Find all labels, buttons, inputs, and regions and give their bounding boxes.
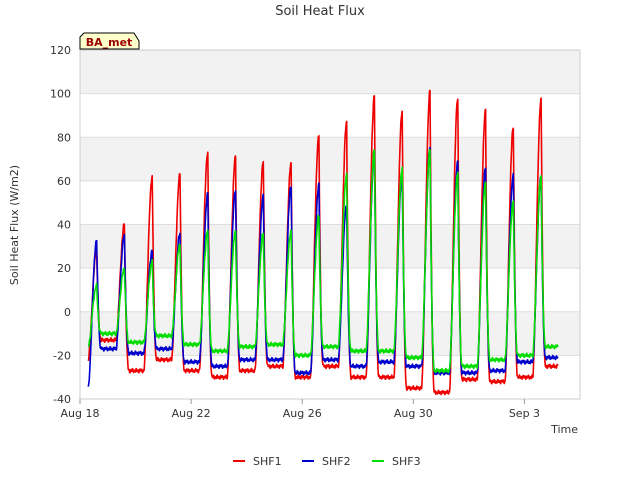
y-tick-label: -20 (53, 349, 71, 362)
plot-band (80, 137, 580, 181)
plot-band (80, 224, 580, 269)
legend-label-shf2: SHF2 (322, 455, 351, 468)
x-tick-label: Aug 30 (394, 407, 433, 420)
x-axis-label: Time (550, 423, 578, 436)
x-tick-label: Aug 26 (283, 407, 322, 420)
legend-label-shf3: SHF3 (392, 455, 421, 468)
x-tick-label: Aug 22 (172, 407, 211, 420)
y-tick-label: -40 (53, 393, 71, 406)
plot-band (80, 50, 580, 94)
y-tick-label: 80 (57, 131, 71, 144)
x-tick-label: Aug 18 (61, 407, 100, 420)
y-tick-label: 100 (50, 88, 71, 101)
site-badge: BA_met (79, 32, 140, 50)
x-axis-ticks: Aug 18 Aug 22 Aug 26 Aug 30 Sep 3 (61, 399, 540, 420)
y-axis-label: Soil Heat Flux (W/m2) (8, 165, 21, 285)
series-line-shf3 (87, 148, 559, 374)
series-lines (87, 89, 559, 396)
chart-title: Soil Heat Flux (275, 4, 365, 19)
legend-label-shf1: SHF1 (253, 455, 282, 468)
y-tick-label: 0 (64, 306, 71, 319)
y-tick-label: 20 (57, 262, 71, 275)
badge-shape (79, 32, 140, 50)
x-tick-label: Sep 3 (509, 407, 540, 420)
legend: SHF1 SHF2 SHF3 (233, 455, 421, 468)
y-tick-label: 120 (50, 44, 71, 57)
y-tick-label: 60 (57, 175, 71, 188)
y-axis-ticks: -40 -20 0 20 40 60 80 100 120 (50, 44, 71, 406)
plot-area (79, 49, 581, 400)
plot-bands (80, 50, 580, 356)
badge-label: BA_met (86, 36, 133, 49)
y-tick-label: 40 (57, 219, 71, 232)
